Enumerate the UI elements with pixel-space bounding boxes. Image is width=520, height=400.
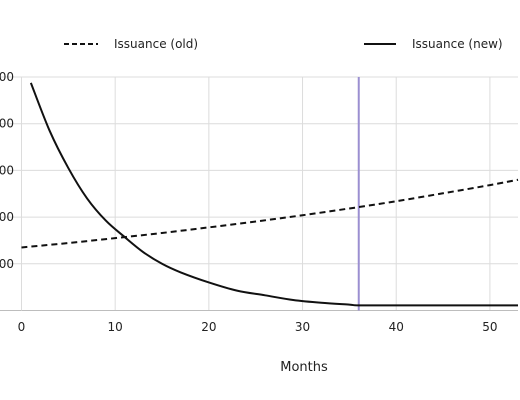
y-tick-label: 00 (0, 163, 14, 177)
series-line-issuance-old (21, 178, 519, 249)
x-tick-label: 20 (201, 320, 216, 334)
series-line-issuance-new (29, 82, 518, 307)
legend-label: Issuance (new) (412, 37, 503, 51)
x-tick-label: 30 (295, 320, 310, 334)
y-tick-label: 00 (0, 257, 14, 271)
series-layer (21, 82, 519, 307)
x-tick-label: 0 (18, 320, 26, 334)
legend-label: Issuance (old) (114, 37, 198, 51)
y-tick-label: 00 (0, 70, 14, 84)
x-tick-label: 40 (389, 320, 404, 334)
grid (0, 76, 518, 311)
y-tick-label: 00 (0, 117, 14, 131)
tick-labels: 0 10 20 30 40 50 00 00 00 00 00 (0, 70, 498, 334)
y-tick-label: 00 (0, 210, 14, 224)
legend: Issuance (old) Issuance (new) (64, 37, 503, 51)
x-axis-title: Months (280, 360, 328, 375)
x-tick-label: 10 (108, 320, 123, 334)
x-tick-label: 50 (482, 320, 497, 334)
